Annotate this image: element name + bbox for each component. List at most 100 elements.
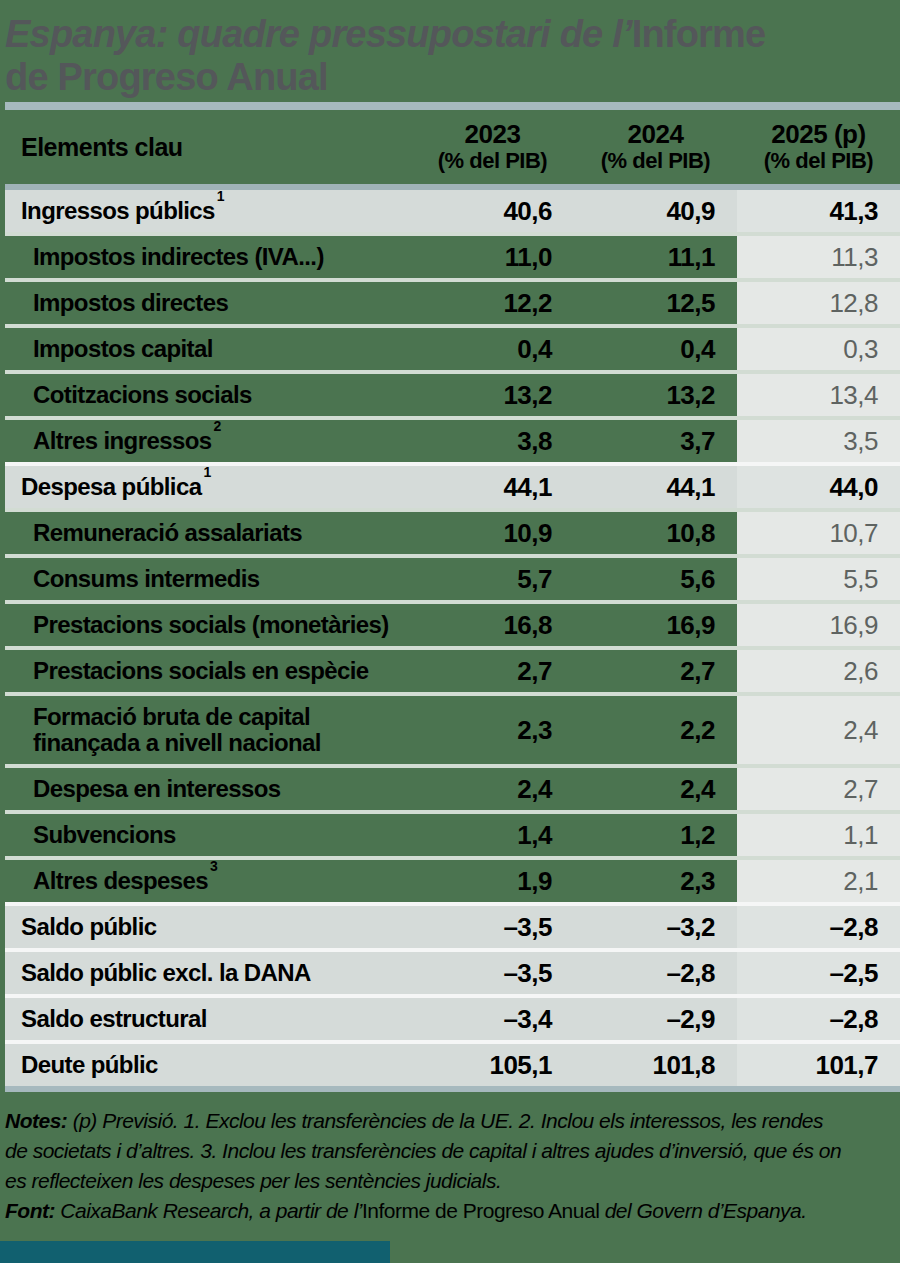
value-2024: 10,8 (574, 512, 737, 554)
footnote-marker: 1 (217, 188, 224, 204)
value-2025: –2,5 (737, 952, 900, 994)
footnote-marker: 3 (210, 858, 217, 874)
table-row: Cotitzacions socials13,213,213,4 (5, 370, 900, 416)
value-2025: 2,7 (737, 768, 900, 810)
row-label: Formació bruta de capital finançada a ni… (5, 696, 411, 764)
value-2025: 0,3 (737, 328, 900, 370)
table-row: Formació bruta de capital finançada a ni… (5, 692, 900, 764)
value-2025: 3,5 (737, 420, 900, 462)
unit-label: (% del PIB) (438, 149, 547, 174)
value-2024: 2,3 (574, 860, 737, 902)
value-2025: 13,4 (737, 374, 900, 416)
value-2025: 10,7 (737, 512, 900, 554)
source-text-end: del Govern d’Espanya. (599, 1199, 806, 1222)
table-row: Saldo estructural–3,4–2,9–2,8 (5, 994, 900, 1040)
title-upright-part: Informe (632, 13, 766, 55)
table-body: Ingressos públics140,640,941,3Impostos i… (5, 190, 900, 1086)
year-label: 2023 (465, 120, 521, 149)
value-2023: 2,7 (411, 650, 574, 692)
value-2023: 0,4 (411, 328, 574, 370)
value-2025: 1,1 (737, 814, 900, 856)
value-2023: 2,3 (411, 696, 574, 764)
footnote-marker: 1 (203, 464, 210, 480)
value-2023: 11,0 (411, 236, 574, 278)
notes-text: (p) Previsió. 1. Exclou les transferènci… (67, 1109, 823, 1132)
table-row: Saldo públic excl. la DANA–3,5–2,8–2,5 (5, 948, 900, 994)
table-row: Subvencions1,41,21,1 (5, 810, 900, 856)
table-row: Impostos indirectes (IVA...)11,011,111,3 (5, 232, 900, 278)
value-2024: 16,9 (574, 604, 737, 646)
table-row: Impostos directes12,212,512,8 (5, 278, 900, 324)
row-label: Saldo públic (5, 906, 411, 948)
row-label: Cotitzacions socials (5, 374, 411, 416)
value-2024: 3,7 (574, 420, 737, 462)
year-label: 2025 (p) (771, 120, 865, 149)
table-row: Prestacions socials (monetàries)16,816,9… (5, 600, 900, 646)
notes-line-1: Notes: (p) Previsió. 1. Exclou les trans… (5, 1106, 900, 1136)
table-row: Remuneració assalariats10,910,810,7 (5, 508, 900, 554)
value-2025: –2,8 (737, 906, 900, 948)
column-header-2023: 2023 (% del PIB) (411, 110, 574, 184)
row-label: Altres despeses3 (5, 860, 411, 902)
table-row: Altres ingressos23,83,73,5 (5, 416, 900, 462)
row-label: Saldo públic excl. la DANA (5, 952, 411, 994)
value-2023: –3,5 (411, 906, 574, 948)
footer-brand-bar (0, 1241, 390, 1263)
value-2023: 105,1 (411, 1044, 574, 1086)
value-2024: –3,2 (574, 906, 737, 948)
value-2024: 2,7 (574, 650, 737, 692)
value-2023: –3,4 (411, 998, 574, 1040)
notes-block: Notes: (p) Previsió. 1. Exclou les trans… (5, 1106, 900, 1226)
value-2024: 11,1 (574, 236, 737, 278)
unit-label: (% del PIB) (764, 149, 873, 174)
value-2025: 44,0 (737, 466, 900, 508)
budget-table: Elements clau 2023 (% del PIB) 2024 (% d… (5, 102, 900, 1092)
footnote-marker: 2 (213, 418, 220, 434)
value-2023: 12,2 (411, 282, 574, 324)
row-label: Saldo estructural (5, 998, 411, 1040)
value-2025: 2,1 (737, 860, 900, 902)
row-label: Impostos indirectes (IVA...) (5, 236, 411, 278)
table-row: Ingressos públics140,640,941,3 (5, 190, 900, 232)
value-2023: 10,9 (411, 512, 574, 554)
table-row: Deute públic105,1101,8101,7 (5, 1040, 900, 1086)
value-2024: 0,4 (574, 328, 737, 370)
value-2025: 11,3 (737, 236, 900, 278)
column-header-2025: 2025 (p) (% del PIB) (737, 110, 900, 184)
row-label: Prestacions socials (monetàries) (5, 604, 411, 646)
title-italic-part: Espanya: quadre pressupostari de l’ (5, 13, 632, 55)
column-header-2024: 2024 (% del PIB) (574, 110, 737, 184)
value-2024: 44,1 (574, 466, 737, 508)
table-row: Despesa en interessos2,42,42,7 (5, 764, 900, 810)
column-header-elements-clau: Elements clau (5, 110, 411, 184)
value-2024: –2,8 (574, 952, 737, 994)
table-bottom-rule (5, 1086, 900, 1092)
value-2023: 40,6 (411, 190, 574, 232)
value-2025: 5,5 (737, 558, 900, 600)
notes-label: Notes: (5, 1109, 67, 1132)
row-label: Impostos capital (5, 328, 411, 370)
source-report-name: Informe de Progreso Anual (362, 1199, 599, 1222)
source-line: Font: CaixaBank Research, a partir de l’… (5, 1196, 900, 1226)
table-row: Consums intermedis5,75,65,5 (5, 554, 900, 600)
value-2023: 1,9 (411, 860, 574, 902)
table-top-rule (5, 102, 900, 110)
title-line2: de Progreso Anual (5, 56, 328, 98)
unit-label: (% del PIB) (601, 149, 710, 174)
page: Espanya: quadre pressupostari de l’Infor… (0, 13, 900, 1226)
table-row: Prestacions socials en espècie2,72,72,6 (5, 646, 900, 692)
table-row: Despesa pública144,144,144,0 (5, 462, 900, 508)
value-2024: 2,4 (574, 768, 737, 810)
year-label: 2024 (628, 120, 684, 149)
value-2024: 101,8 (574, 1044, 737, 1086)
row-label: Remuneració assalariats (5, 512, 411, 554)
notes-line-3: es reflecteixen les despeses per les sen… (5, 1166, 900, 1196)
row-label: Despesa pública1 (5, 466, 411, 508)
value-2025: 2,4 (737, 696, 900, 764)
row-label: Deute públic (5, 1044, 411, 1086)
value-2023: 13,2 (411, 374, 574, 416)
source-text: CaixaBank Research, a partir de l’ (55, 1199, 362, 1222)
row-label: Altres ingressos2 (5, 420, 411, 462)
value-2023: 5,7 (411, 558, 574, 600)
value-2024: 1,2 (574, 814, 737, 856)
